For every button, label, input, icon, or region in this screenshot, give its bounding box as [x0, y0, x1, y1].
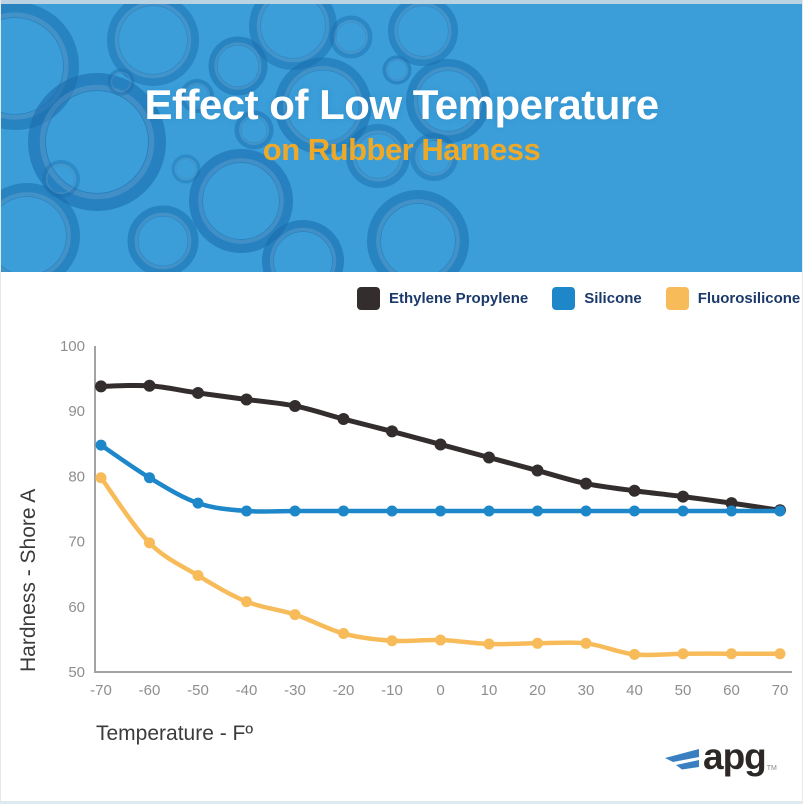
header-banner: Effect of Low Temperature on Rubber Harn… [1, 4, 802, 272]
y-axis-title: Hardness - Shore A [17, 488, 40, 672]
y-tick-label: 70 [68, 534, 85, 551]
x-tick-label: 70 [772, 682, 789, 699]
data-point [532, 505, 543, 517]
data-point [338, 628, 349, 640]
data-point [95, 380, 107, 393]
x-tick-label: 0 [436, 682, 444, 699]
legend-item-ethylene-propylene: Ethylene Propylene [357, 287, 528, 310]
x-tick-label: -60 [139, 682, 161, 699]
data-point [386, 635, 398, 647]
x-tick-label: -70 [90, 682, 112, 699]
data-point [434, 438, 447, 451]
logo-trademark: TM [766, 765, 777, 772]
y-tick-label: 80 [68, 468, 85, 485]
data-point [289, 399, 301, 412]
data-point [628, 484, 641, 497]
data-point [192, 497, 204, 509]
data-point [726, 505, 737, 517]
data-point [629, 648, 640, 660]
data-point [144, 472, 155, 484]
page-title: Effect of Low Temperature [144, 81, 659, 128]
data-point [338, 505, 349, 517]
y-tick-label: 60 [68, 599, 85, 616]
data-point [774, 648, 786, 660]
top-accent-strip [1, 0, 802, 4]
logo-wordmark: apg [703, 736, 767, 777]
y-tick-label: 100 [60, 338, 85, 355]
data-point [677, 505, 689, 517]
data-point [677, 648, 689, 660]
data-point [95, 439, 107, 451]
x-tick-label: -50 [187, 682, 209, 699]
x-tick-label: 40 [626, 682, 643, 699]
y-tick-label: 90 [68, 403, 85, 420]
y-tick-label: 50 [68, 664, 85, 681]
x-tick-label: 30 [578, 682, 595, 699]
data-point [143, 379, 156, 392]
data-point [192, 570, 204, 582]
x-tick-label: 10 [481, 682, 498, 699]
x-tick-label: -30 [284, 682, 306, 699]
title-block: Effect of Low Temperature on Rubber Harn… [1, 4, 802, 168]
data-point [532, 637, 543, 649]
data-point [531, 464, 544, 477]
data-point [677, 490, 689, 503]
data-point [289, 609, 301, 621]
data-point [241, 596, 252, 608]
data-point [774, 505, 786, 517]
axis-lines [94, 346, 792, 673]
data-point [192, 386, 204, 399]
apg-logo: apg TM [665, 736, 777, 777]
legend-label: Silicone [584, 290, 642, 307]
legend-item-fluorosilicone: Fluorosilicone [665, 287, 801, 310]
data-point [386, 425, 398, 438]
chart-legend: Ethylene Propylene Silicone Fluorosilico… [357, 287, 800, 310]
data-point [726, 648, 737, 660]
x-tick-label: 60 [723, 682, 740, 699]
data-point [337, 413, 350, 426]
data-point [725, 497, 738, 510]
data-point [435, 505, 446, 517]
x-tick-label: 50 [675, 682, 692, 699]
data-point [580, 477, 592, 490]
data-point [289, 505, 301, 517]
x-tick-label: -20 [333, 682, 355, 699]
series-silicone [95, 439, 786, 517]
data-point [483, 638, 495, 650]
x-tick-label: -10 [381, 682, 403, 699]
data-point [580, 637, 592, 649]
legend-swatch-ethylene-propylene [357, 287, 380, 310]
series-ethylene-propylene [95, 379, 786, 517]
legend-label: Fluorosilicone [697, 290, 801, 307]
bottom-accent-strip [1, 801, 802, 804]
x-tick-label: 20 [529, 682, 546, 699]
line-chart: 50 60 70 80 90 100 -70 -60 -50 -40 -30 -20 -10 0 10 20 3… [60, 338, 792, 699]
data-point [435, 634, 446, 646]
data-point [386, 505, 398, 517]
legend-swatch-fluorosilicone [665, 287, 689, 310]
data-point [483, 505, 495, 517]
data-point [483, 451, 495, 464]
page-subtitle: on Rubber Harness [262, 132, 541, 168]
series-fluorosilicone [95, 472, 786, 660]
data-point [240, 393, 253, 406]
data-point [144, 537, 155, 549]
legend-swatch-silicone [552, 287, 576, 310]
wing-icon [665, 749, 699, 770]
data-point [241, 505, 252, 517]
x-tick-label: -40 [236, 682, 258, 699]
data-point [629, 505, 640, 517]
oring-bubbles-decoration [1, 4, 490, 272]
data-point [580, 505, 592, 517]
legend-item-silicone: Silicone [552, 287, 642, 310]
x-axis-title: Temperature - Fº [96, 722, 254, 745]
legend-label: Ethylene Propylene [389, 290, 529, 307]
data-point [95, 472, 107, 484]
